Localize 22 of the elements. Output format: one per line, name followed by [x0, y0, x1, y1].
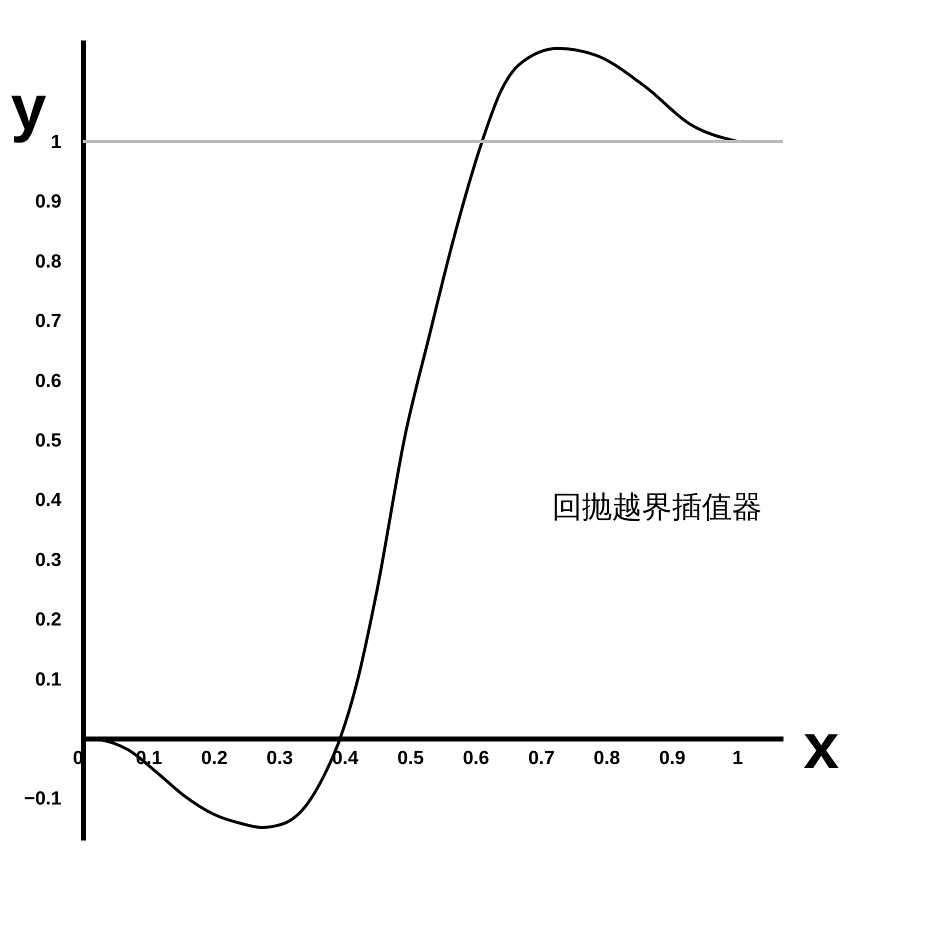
- x-tick-label: 0.6: [462, 748, 490, 770]
- y-tick-label: 0.8: [35, 251, 62, 272]
- y-axis-title: y: [10, 72, 47, 144]
- x-tick-label: 0.2: [201, 748, 228, 770]
- y-tick-label: 0.6: [35, 370, 62, 392]
- y-tick-label: 0.3: [35, 550, 62, 571]
- y-tick-label: 0.9: [35, 192, 62, 213]
- x-axis-title: x: [804, 710, 840, 782]
- y-tick-label: 0.5: [35, 430, 62, 452]
- y-tick-label: 0.7: [35, 311, 62, 332]
- x-tick-label: 0.8: [594, 748, 620, 770]
- x-tick-label: 0.5: [397, 748, 424, 770]
- y-tick-label: −0.1: [24, 788, 62, 810]
- y-tick-label: 1: [50, 132, 62, 153]
- y-tick-label: 0.2: [35, 610, 62, 631]
- x-tick-label: 1: [732, 748, 744, 770]
- y-tick-label: 0.1: [35, 669, 62, 690]
- x-tick-label: 0.9: [659, 748, 686, 770]
- annotation: 回抛越界插值器: [552, 491, 762, 524]
- x-tick-label: 0.7: [528, 748, 555, 770]
- y-tick-label: 0.4: [35, 490, 62, 512]
- x-tick-label: 0.3: [266, 748, 293, 770]
